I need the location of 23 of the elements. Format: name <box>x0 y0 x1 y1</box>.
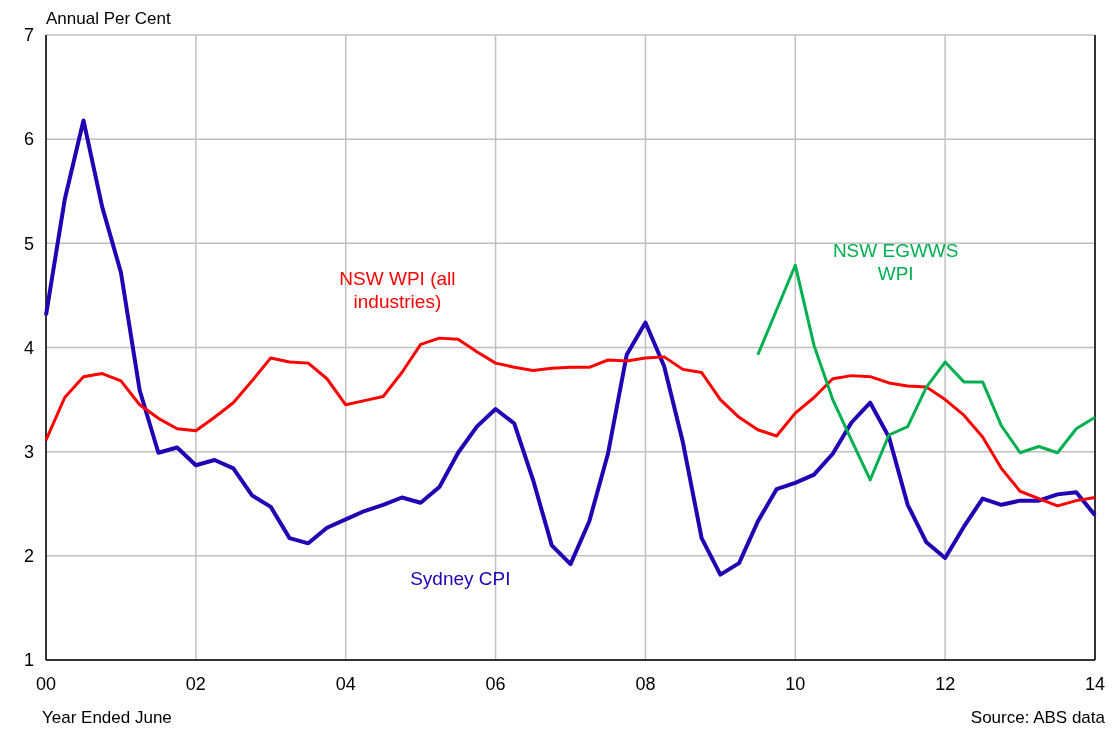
x-tick-label: 02 <box>185 674 206 694</box>
y-tick-label: 2 <box>23 546 34 567</box>
x-tick-label: 04 <box>335 674 356 694</box>
series-label: NSW EGWWS WPI <box>832 239 959 284</box>
y-tick-label: 3 <box>23 441 34 462</box>
x-tick-label: 14 <box>1084 674 1106 694</box>
y-axis-title: Annual Per Cent <box>46 9 172 28</box>
x-axis-title: Year Ended June <box>42 708 172 727</box>
line-series <box>44 336 1097 508</box>
source-note: Source: ABS data <box>970 708 1106 727</box>
y-tick-label: 1 <box>23 650 34 671</box>
x-tick-label: 10 <box>785 674 806 694</box>
x-tick-label: 00 <box>35 674 57 694</box>
y-tick-label: 7 <box>23 25 34 46</box>
y-tick-label: 6 <box>23 129 34 150</box>
text: Sydney CPI <box>410 568 511 589</box>
x-tick-label: 08 <box>635 674 656 694</box>
y-tick-label: 5 <box>23 233 34 254</box>
x-tick-label: 06 <box>485 674 506 694</box>
x-tick-label: 12 <box>935 674 956 694</box>
series-label: NSW WPI (all industries) <box>339 268 456 312</box>
y-tick-label: 4 <box>23 337 34 358</box>
line-series <box>756 263 1097 482</box>
